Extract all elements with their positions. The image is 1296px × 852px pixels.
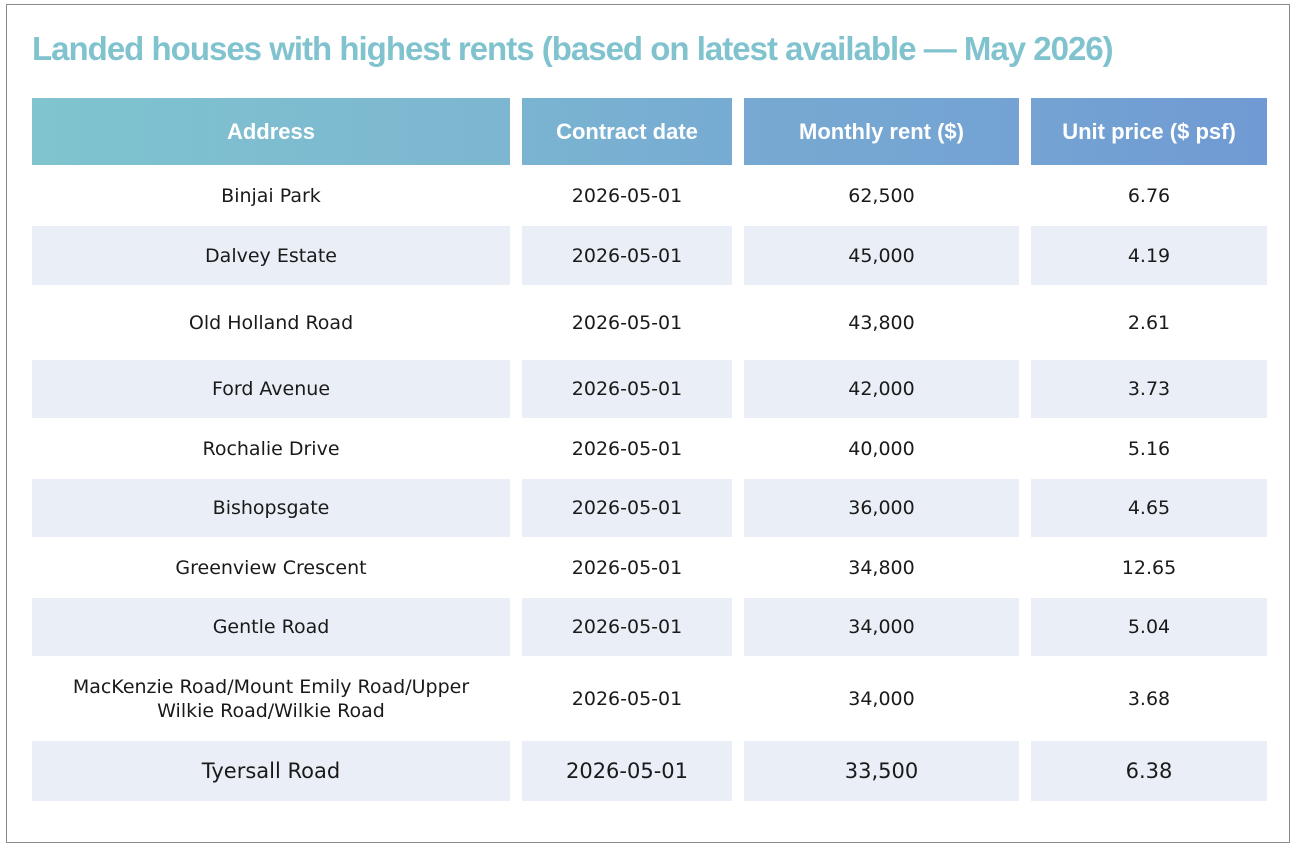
table-cell: 2026-05-01 [571, 557, 683, 579]
address-cell: MacKenzie Road/Mount Emily Road/Upper Wi… [72, 676, 470, 722]
table-cell: 5.04 [1031, 598, 1267, 656]
table-cell: 2026-05-01 [522, 226, 732, 285]
title: Landed houses with highest rents (based … [32, 30, 1114, 67]
address-cell: Dalvey Estate [32, 226, 510, 285]
address-cell: Old Holland Road [188, 312, 354, 334]
table-cell: 36,000 [744, 479, 1019, 537]
frame [6, 4, 1290, 843]
table-cell: 62,500 [848, 185, 915, 207]
table-cell: 12.65 [1121, 557, 1177, 579]
table-cell: 6.38 [1031, 741, 1267, 801]
table-cell: 2.61 [1127, 312, 1171, 334]
table-cell: 5.16 [1127, 438, 1171, 460]
table-cell: 2026-05-01 [522, 598, 732, 656]
table-cell: 43,800 [848, 312, 915, 334]
address-cell: Rochalie Drive [202, 438, 340, 460]
table-cell: 2026-05-01 [522, 360, 732, 418]
table-cell: 6.76 [1127, 185, 1171, 207]
table-cell: 3.73 [1031, 360, 1267, 418]
column-header: Address [32, 98, 510, 165]
address-cell: Greenview Crescent [175, 557, 367, 579]
table-cell: 2026-05-01 [571, 185, 683, 207]
table-cell: 34,000 [744, 598, 1019, 656]
table-cell: 2026-05-01 [522, 741, 732, 801]
address-cell: Bishopsgate [32, 479, 510, 537]
table-cell: 45,000 [744, 226, 1019, 285]
table-cell: 4.65 [1031, 479, 1267, 537]
address-cell: Tyersall Road [32, 741, 510, 801]
table-cell: 4.19 [1031, 226, 1267, 285]
table-cell: 42,000 [744, 360, 1019, 418]
address-cell: Ford Avenue [32, 360, 510, 418]
column-header: Monthly rent ($) [744, 98, 1019, 165]
address-cell: Gentle Road [32, 598, 510, 656]
table-cell: 34,000 [848, 688, 915, 710]
table-cell: 2026-05-01 [522, 479, 732, 537]
address-cell: Binjai Park [221, 185, 321, 207]
table-cell: 2026-05-01 [571, 312, 683, 334]
table-cell: 2026-05-01 [571, 688, 683, 710]
table-cell: 40,000 [848, 438, 915, 460]
table-cell: 34,800 [848, 557, 915, 579]
table-cell: 3.68 [1127, 688, 1171, 710]
table-cell: 33,500 [744, 741, 1019, 801]
column-header: Unit price ($ psf) [1031, 98, 1267, 165]
column-header: Contract date [522, 98, 732, 165]
table-cell: 2026-05-01 [571, 438, 683, 460]
